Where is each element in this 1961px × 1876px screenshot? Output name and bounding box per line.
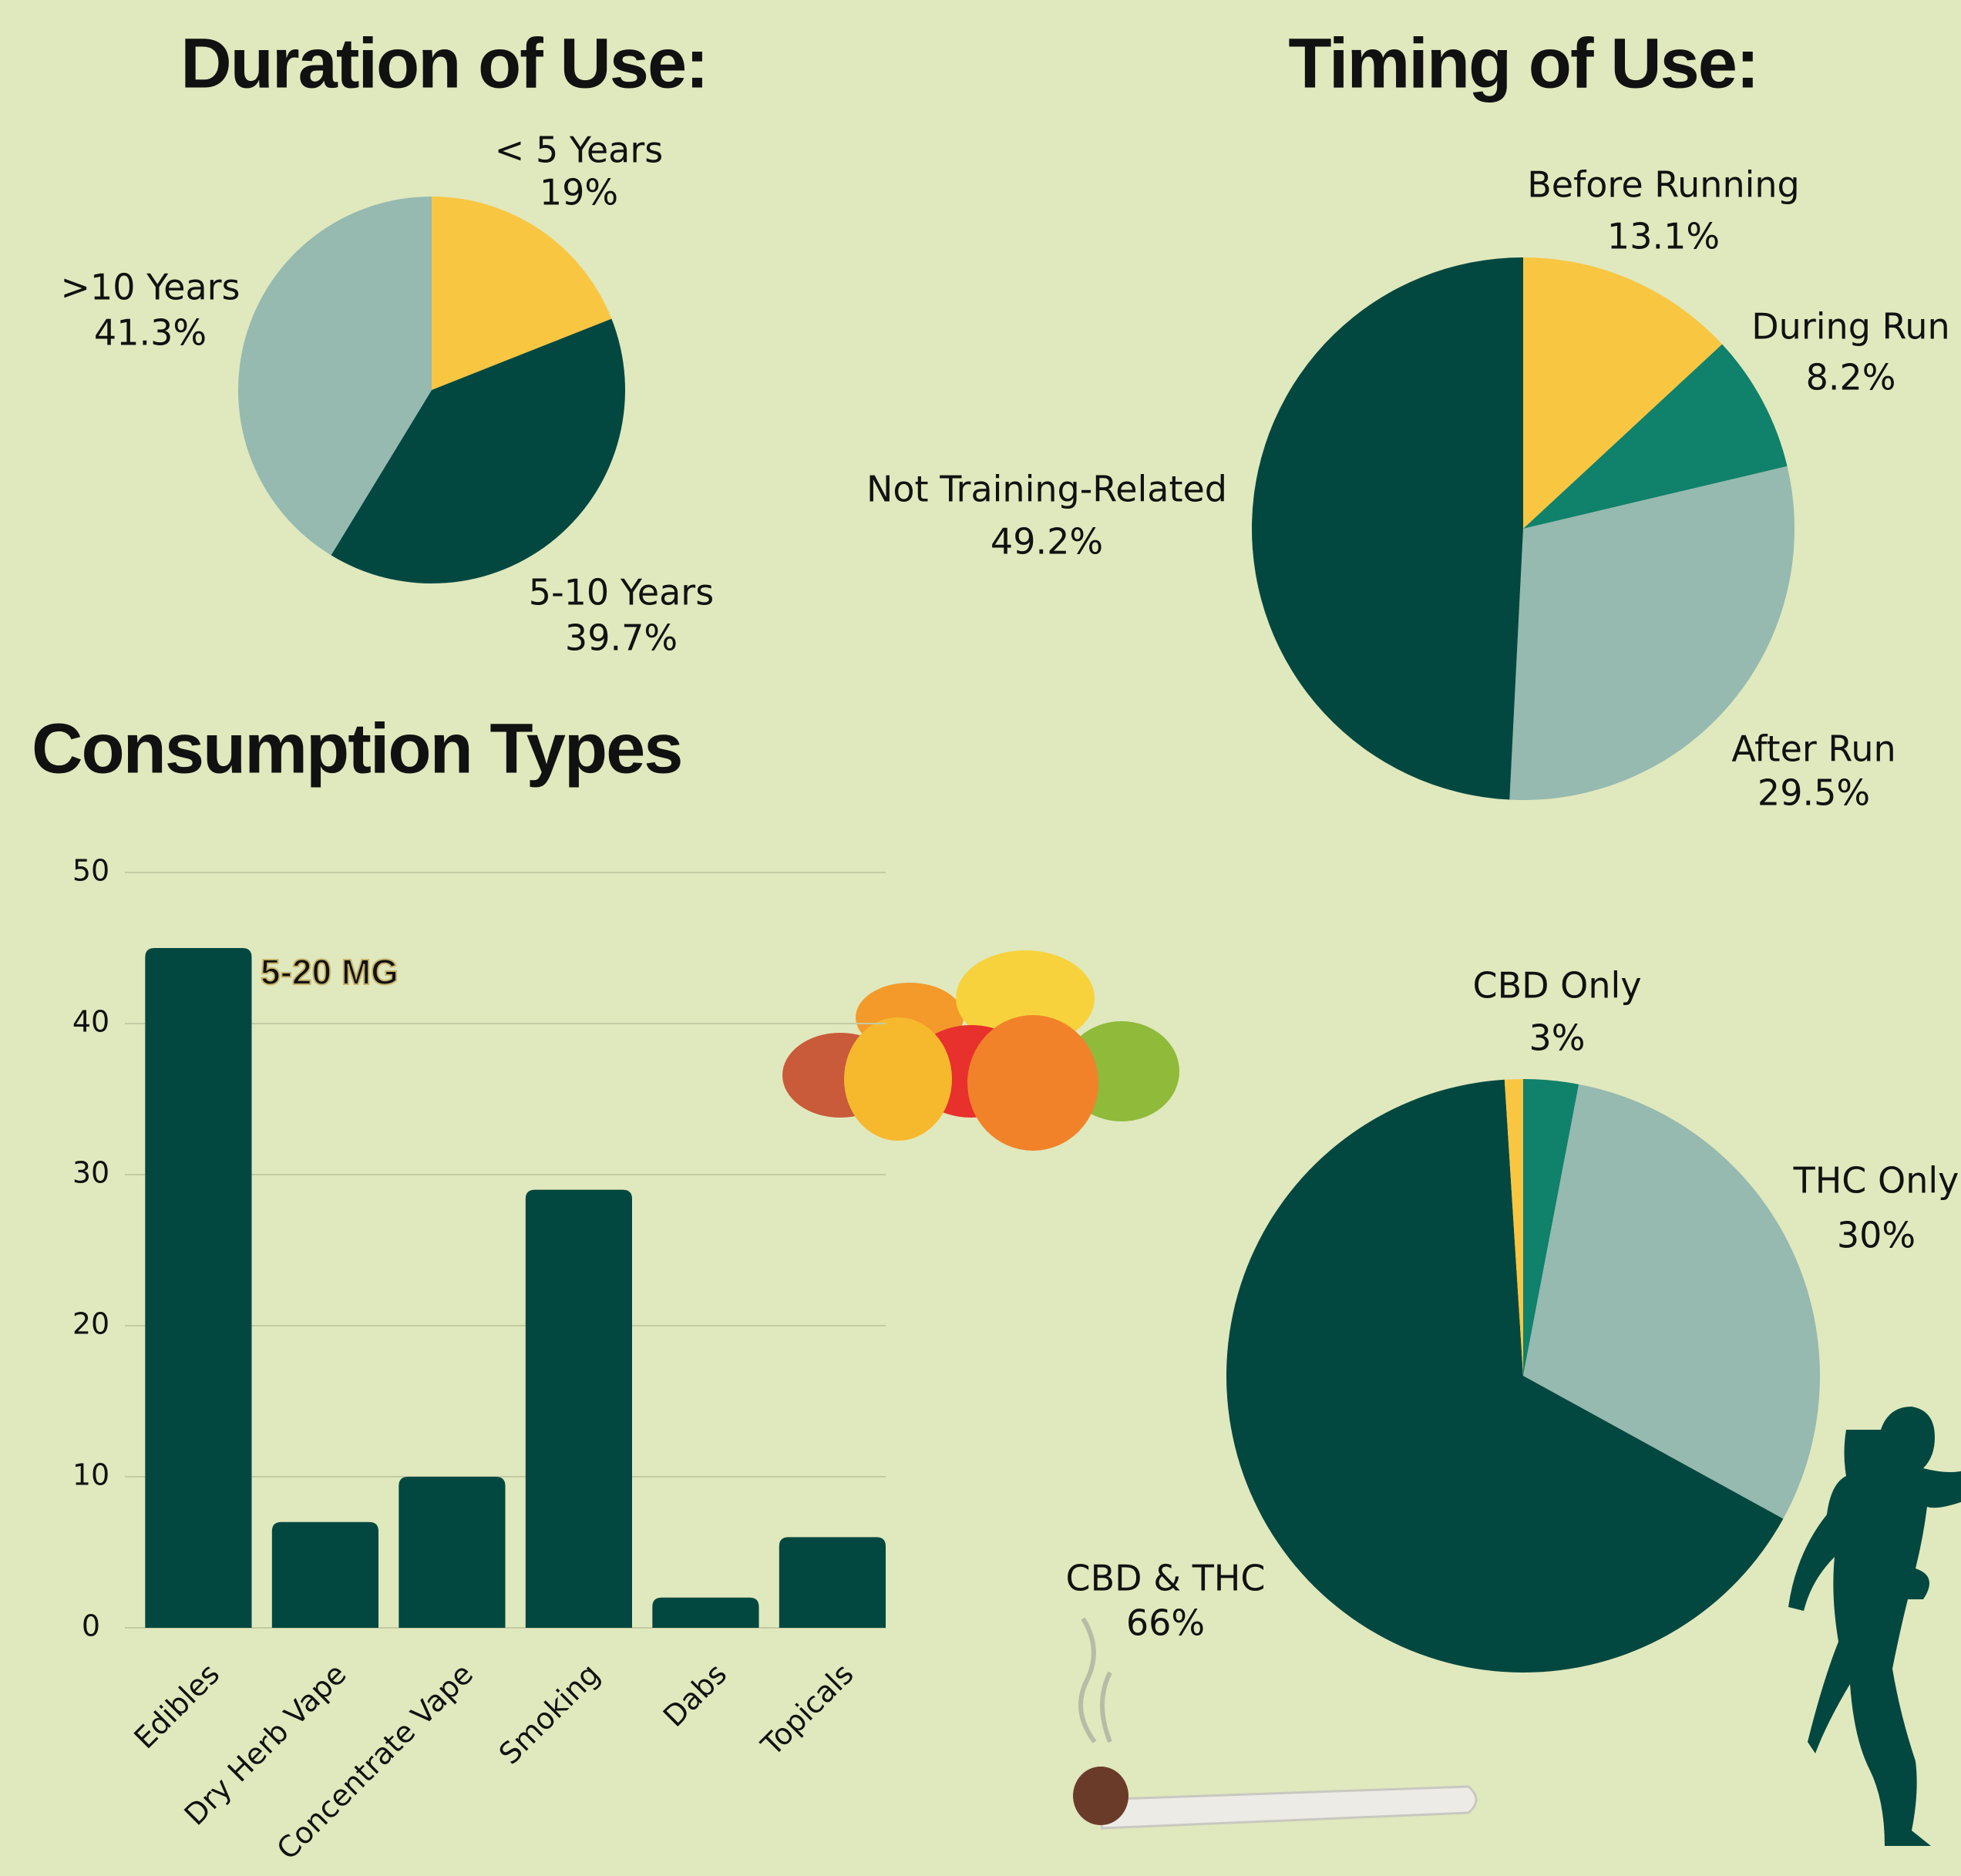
slice-value-label: 41.3%: [94, 312, 207, 354]
slice-value-label: 19%: [540, 172, 618, 213]
y-tick-label: 50: [72, 854, 109, 888]
y-tick-label: 30: [72, 1156, 109, 1190]
slice-label: CBD Only: [1472, 965, 1641, 1007]
slice-value-label: 29.5%: [1758, 772, 1870, 814]
chart-title: Duration of Use:: [180, 24, 708, 103]
bar: [145, 948, 251, 1628]
y-tick-label: 0: [82, 1609, 100, 1643]
slice-label: After Run: [1731, 728, 1895, 770]
bar: [526, 1190, 632, 1628]
bar: [652, 1598, 758, 1628]
slice-label: Before Running: [1527, 164, 1800, 206]
bar: [779, 1537, 886, 1628]
slice-label: < 5 Years: [495, 129, 663, 171]
slice-label: Not Training-Related: [866, 469, 1227, 510]
slice-value-label: 66%: [1126, 1602, 1205, 1644]
slice-value-label: 13.1%: [1607, 216, 1720, 257]
slice-value-label: 8.2%: [1806, 357, 1896, 398]
slice-label: >10 Years: [60, 267, 240, 308]
y-tick-label: 20: [72, 1307, 109, 1341]
bar: [272, 1522, 378, 1628]
slice-label: 5-10 Years: [529, 572, 714, 614]
slice-label: CBD & THC: [1065, 1558, 1265, 1599]
slice-label: During Run: [1751, 306, 1949, 348]
slice-value-label: 3%: [1529, 1017, 1586, 1059]
y-tick-label: 10: [72, 1458, 109, 1492]
annotation: 5-20 MG: [261, 952, 399, 992]
bar: [399, 1477, 505, 1628]
slice-value-label: 49.2%: [991, 521, 1103, 563]
slice-label: THC Only: [1793, 1160, 1959, 1202]
infographic: Duration of Use: < 5 Years19% 5-10 Years39…: [0, 0, 1961, 1876]
page: Duration of Use: < 5 Years19% 5-10 Years39…: [0, 0, 1961, 1876]
slice-value-label: 39.7%: [565, 617, 678, 659]
y-tick-label: 40: [72, 1005, 109, 1039]
chart-title: Timing of Use:: [1288, 24, 1758, 103]
chart-title: Consumption Types: [32, 709, 681, 788]
slice-value-label: 30%: [1837, 1215, 1916, 1256]
